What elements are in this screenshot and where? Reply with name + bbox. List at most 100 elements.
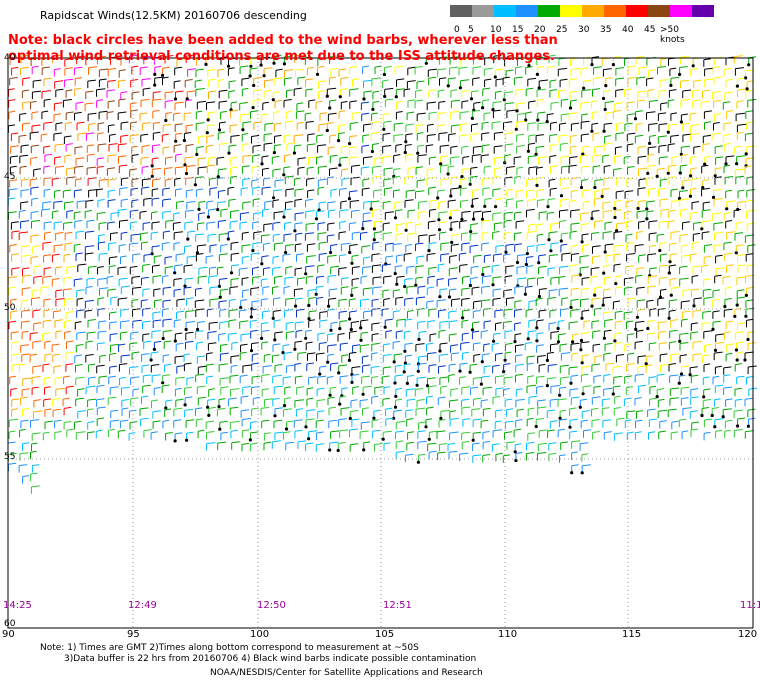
wind-barb [703, 110, 712, 119]
wind-barb [667, 220, 676, 229]
wind-barb [503, 211, 513, 221]
wind-barb [140, 98, 150, 108]
wind-barb [150, 364, 160, 373]
wind-barb [428, 111, 437, 121]
wind-barb [106, 167, 116, 176]
quality-flag-dot [326, 360, 330, 364]
wind-barb [526, 384, 536, 394]
wind-barb [151, 197, 160, 207]
wind-barb [704, 121, 712, 130]
wind-barb [363, 90, 373, 99]
wind-barb [701, 164, 709, 174]
wind-barb [117, 266, 127, 275]
wind-barb [415, 343, 425, 352]
wind-barb [295, 297, 303, 307]
wind-barb [561, 252, 571, 262]
wind-barb [404, 342, 413, 352]
wind-barb [516, 112, 527, 122]
wind-barb [658, 220, 669, 230]
wind-barb [680, 386, 690, 396]
wind-barb [43, 376, 51, 386]
wind-barb [670, 231, 680, 240]
wind-barb [362, 266, 372, 275]
wind-barb [285, 188, 294, 197]
wind-barb [692, 353, 702, 362]
wind-barb [713, 122, 720, 131]
wind-barb [689, 253, 697, 262]
wind-barb [306, 143, 316, 152]
wind-barb [349, 428, 359, 437]
wind-barb [395, 232, 403, 242]
wind-barb [55, 165, 65, 175]
wind-barb [74, 220, 83, 229]
wind-barb [54, 143, 64, 153]
wind-barb [264, 79, 274, 88]
wind-barb [249, 442, 258, 452]
quality-flag-dot [292, 151, 296, 155]
wind-barb [668, 363, 676, 372]
wind-barb [711, 212, 722, 221]
wind-barb [371, 112, 378, 121]
quality-flag-dot [197, 207, 201, 211]
wind-barb [20, 299, 28, 309]
wind-barb [638, 254, 646, 263]
wind-barb [84, 245, 95, 254]
wind-barb [547, 297, 557, 306]
wind-barb [185, 321, 195, 330]
wind-barb [109, 419, 120, 429]
wind-barb [308, 376, 317, 385]
quality-flag-dot [611, 392, 615, 396]
wind-barb [294, 267, 303, 276]
quality-flag-dot [677, 196, 682, 201]
wind-barb [293, 134, 304, 143]
quality-flag-dot [480, 217, 485, 221]
wind-barb [42, 431, 50, 441]
wind-barb [352, 344, 361, 353]
quality-flag-dot [569, 305, 573, 309]
wind-barb [503, 219, 512, 229]
quality-flag-dot [513, 340, 517, 344]
wind-barb [206, 124, 215, 133]
wind-barb [295, 232, 303, 242]
wind-barb [701, 264, 709, 274]
quality-flag-dot [669, 293, 673, 297]
wind-barb [141, 276, 149, 286]
wind-barb [570, 209, 580, 218]
wind-barb [272, 343, 281, 352]
wind-barb [218, 89, 228, 99]
wind-barb [528, 100, 536, 109]
wind-barb [438, 309, 447, 318]
wind-barb [568, 366, 578, 375]
wind-barb [515, 88, 524, 98]
wind-barb [416, 179, 425, 188]
wind-barb [96, 417, 104, 426]
wind-barb [274, 134, 282, 144]
quality-flag-dot [438, 349, 442, 353]
wind-barb [8, 99, 16, 108]
quality-flag-dot [590, 304, 594, 308]
wind-barb [394, 201, 403, 210]
wind-barb [306, 166, 314, 176]
wind-barb [536, 98, 544, 108]
quality-flag-dot [403, 284, 407, 289]
wind-barb [416, 80, 425, 89]
wind-barb [504, 102, 514, 111]
wind-barb [285, 201, 293, 210]
quality-flag-dot [183, 163, 187, 167]
wind-barb [76, 121, 85, 131]
wind-barb [416, 399, 425, 408]
wind-barb [31, 220, 40, 229]
wind-barb [316, 275, 324, 285]
wind-barb [494, 309, 504, 318]
wind-barb [31, 376, 41, 385]
quality-flag-dot [458, 86, 462, 90]
wind-barb [701, 322, 710, 331]
wind-barb [428, 242, 437, 251]
quality-flag-dot [282, 215, 286, 219]
wind-barb [315, 443, 325, 452]
quality-flag-dot [601, 96, 606, 101]
wind-barb [142, 307, 151, 317]
wind-barb [648, 342, 657, 351]
wind-barb [206, 221, 216, 231]
wind-barb [549, 309, 557, 318]
